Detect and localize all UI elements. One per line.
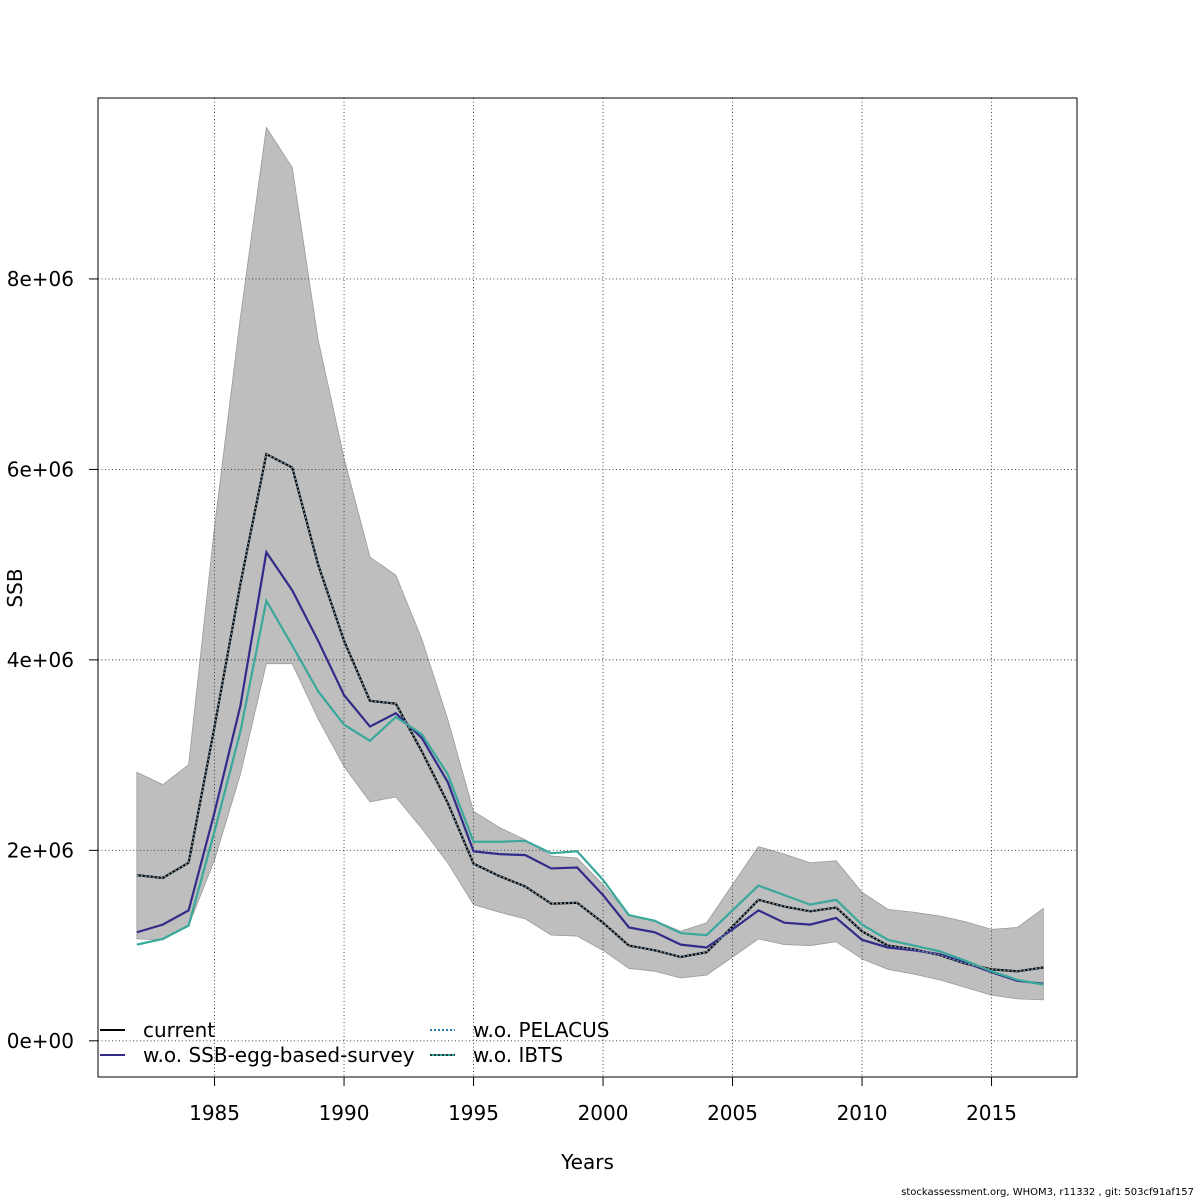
x-tick-label: 2000 [578,1101,629,1125]
legend-label: w.o. PELACUS [473,1018,609,1042]
legend-label: w.o. IBTS [473,1043,563,1067]
y-axis-title: SSB [3,568,27,607]
y-tick-label: 0e+00 [7,1029,74,1053]
y-tick-label: 6e+06 [7,457,74,481]
x-tick-label: 1985 [189,1101,240,1125]
x-tick-label: 1990 [319,1101,370,1125]
x-tick-label: 2010 [837,1101,888,1125]
y-tick-label: 8e+06 [7,267,74,291]
series-line-current-overlay [136,453,1044,972]
legend-label: w.o. SSB-egg-based-survey [143,1043,415,1067]
y-tick-label: 4e+06 [7,648,74,672]
x-tick-label: 1995 [448,1101,499,1125]
x-tick-label: 2005 [707,1101,758,1125]
legend-label: current [143,1018,215,1042]
confidence-band [136,126,1044,1001]
series-line-w-o-ibts [136,597,1044,986]
x-axis-title: Years [560,1150,614,1174]
y-tick-label: 2e+06 [7,838,74,862]
footer-text: stockassessment.org, WHOM3, r11332 , git… [901,1187,1194,1198]
series-line-w-o-ssb-egg-based-survey [136,549,1044,985]
x-tick-label: 2015 [966,1101,1017,1125]
plot-frame [97,97,1078,1078]
